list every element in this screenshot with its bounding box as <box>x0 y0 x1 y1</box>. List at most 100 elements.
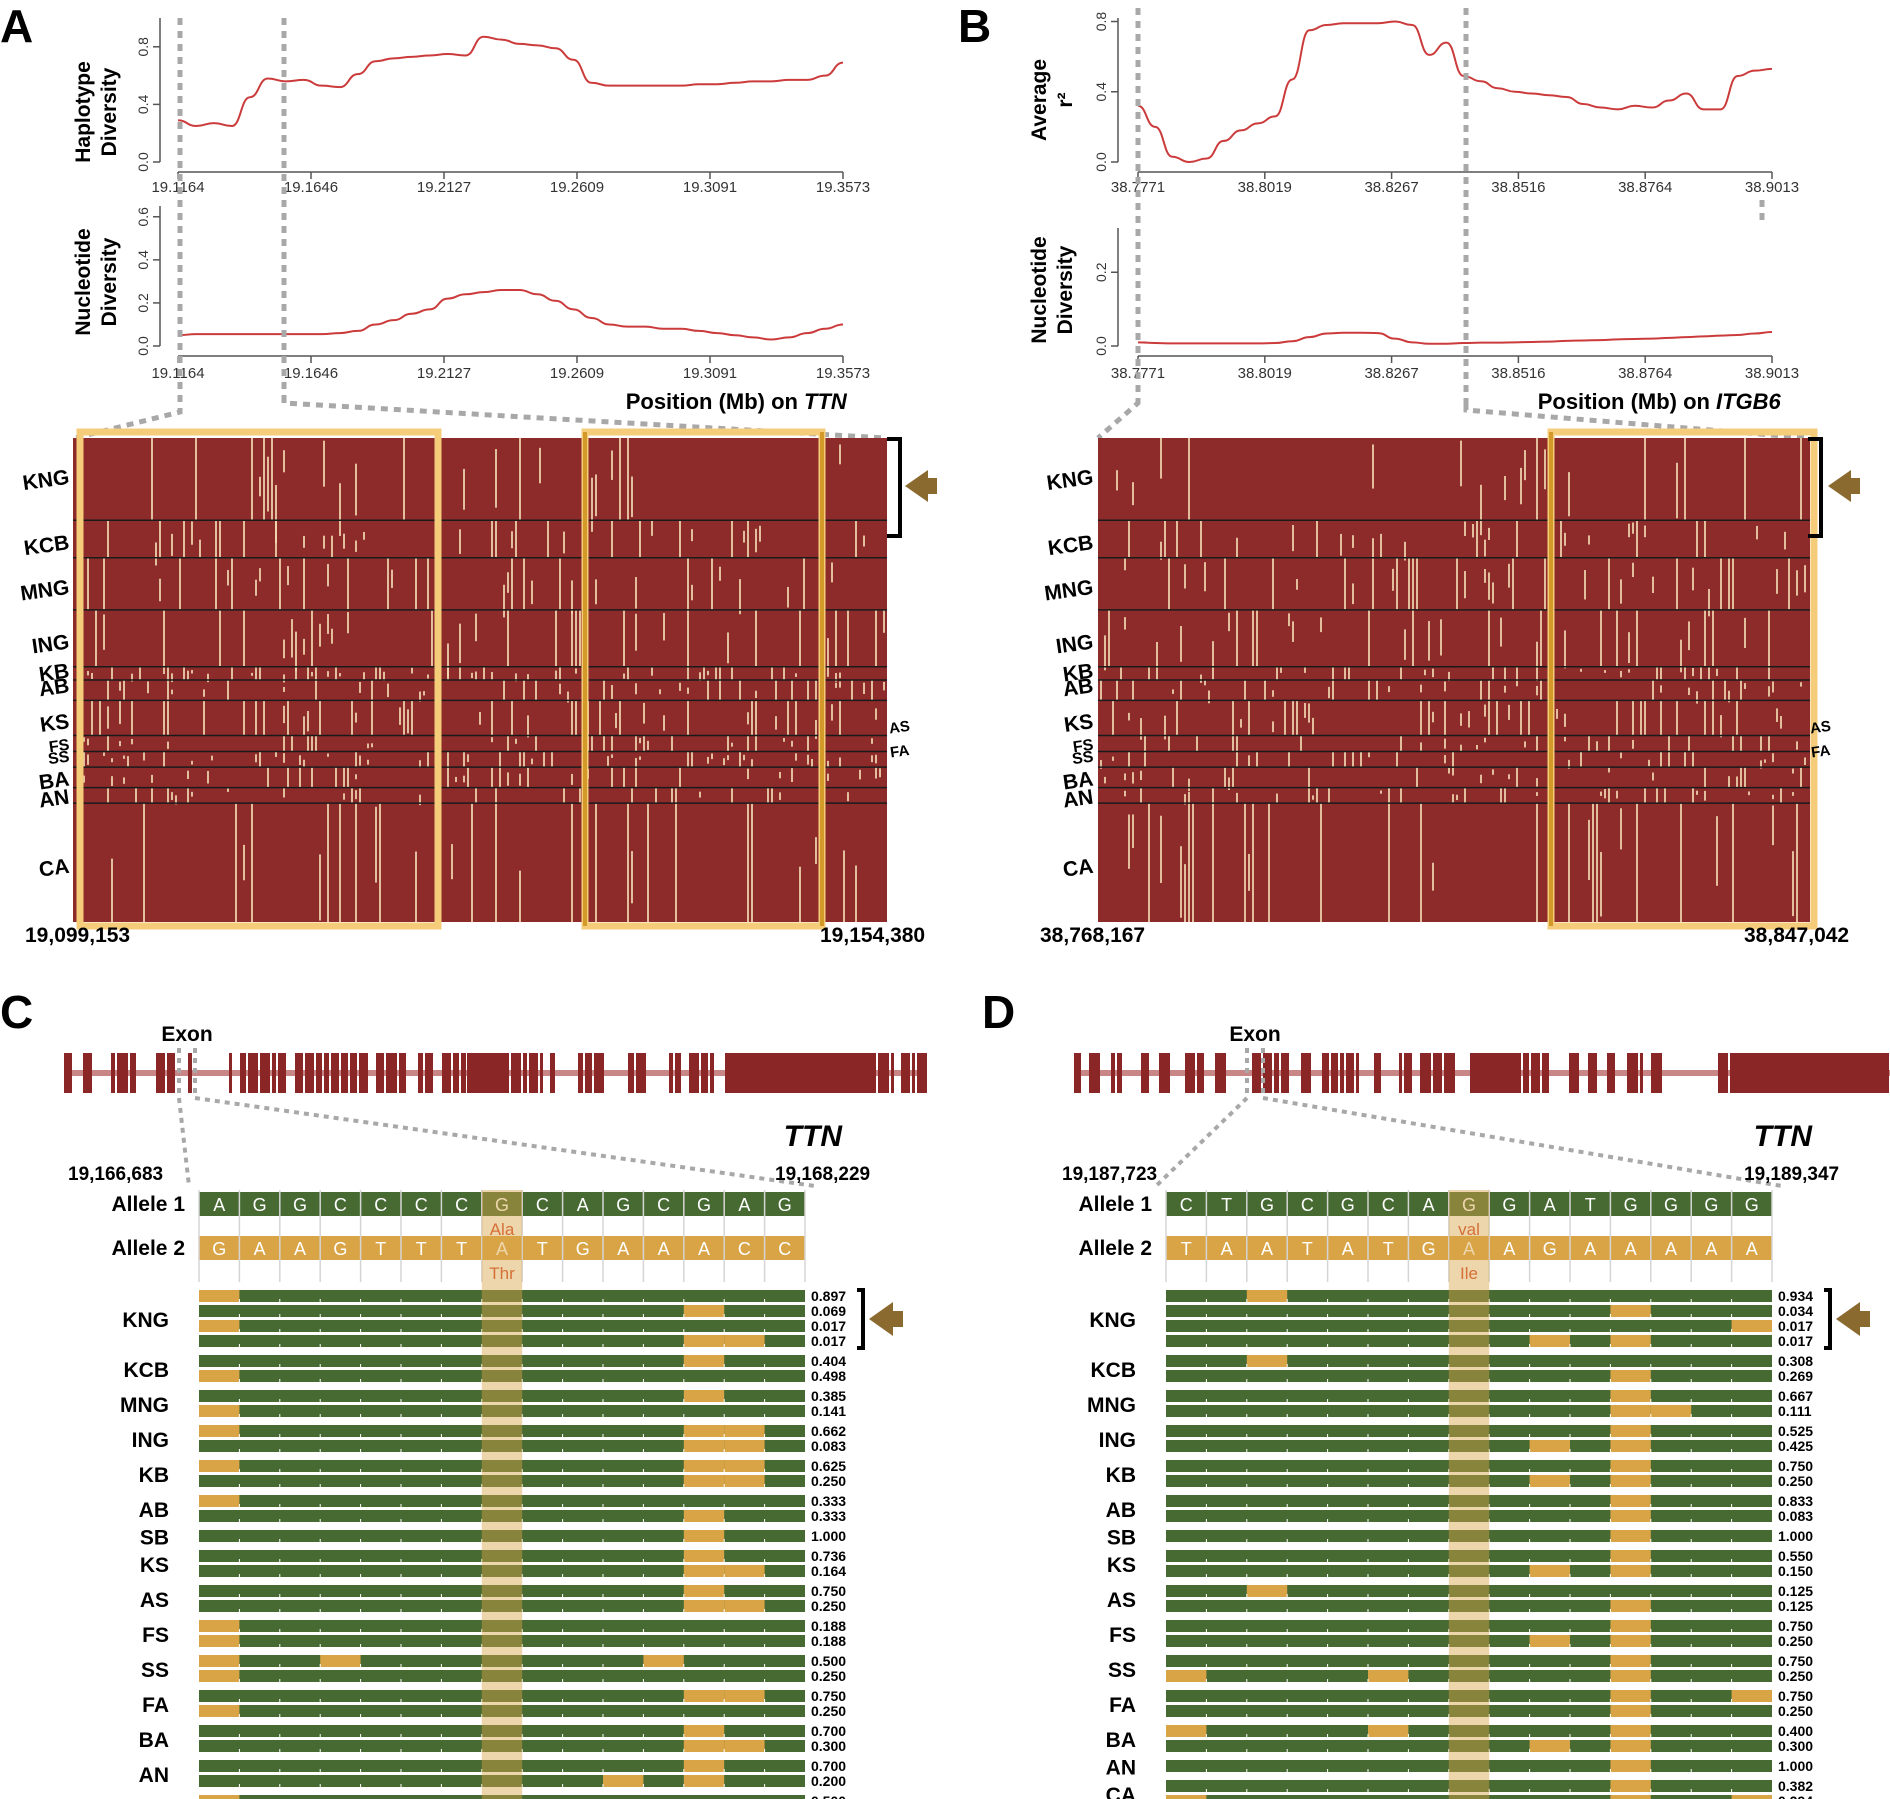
exon-block <box>1215 1053 1226 1093</box>
heatmap-stripe <box>1644 525 1646 538</box>
heatmap-stripe <box>1608 557 1610 610</box>
variant-cell <box>1529 1740 1570 1752</box>
heatmap-stripe <box>1360 751 1362 768</box>
heatmap-stripe <box>1632 739 1634 749</box>
haplotype-frequency: 0.300 <box>1778 1738 1813 1754</box>
heatmap-stripe <box>391 569 393 588</box>
heatmap-stripe <box>343 533 345 549</box>
exon-block <box>1111 1053 1115 1093</box>
heatmap-stripe <box>355 774 357 780</box>
heatmap-stripe <box>839 757 841 768</box>
heatmap-stripe <box>235 803 237 922</box>
heatmap-stripe <box>167 679 169 701</box>
heatmap-stripe <box>1516 767 1518 788</box>
variant-cell <box>1610 1530 1651 1542</box>
haplotype-frequency: 0.736 <box>811 1548 846 1564</box>
exon-block <box>324 1053 329 1093</box>
haplotype-frequency: 0.833 <box>1778 1493 1813 1509</box>
exon-block <box>1117 1053 1122 1093</box>
x-axis-gene: ITGB6 <box>1716 389 1782 414</box>
heatmap-stripe <box>1504 787 1506 804</box>
heatmap-stripe <box>1772 794 1774 800</box>
heatmap-stripe <box>771 666 773 680</box>
group-label: MNG <box>19 576 71 606</box>
haplotype-bar <box>199 1335 805 1347</box>
heatmap-stripe <box>839 444 841 465</box>
heatmap-stripe <box>1416 557 1418 610</box>
exon-block <box>540 1053 543 1093</box>
exon-block <box>1477 1053 1519 1093</box>
heatmap-stripe <box>1400 787 1402 804</box>
haplotype-frequency: 0.269 <box>1778 1368 1813 1384</box>
variant-cell <box>199 1705 240 1717</box>
haplotype-frequency: 0.400 <box>1778 1723 1813 1739</box>
heatmap-stripe <box>1792 792 1794 796</box>
heatmap-stripe <box>1296 700 1298 736</box>
heatmap-stripe <box>1488 527 1490 541</box>
heatmap-stripe <box>1276 666 1278 680</box>
heatmap-stripe <box>739 679 741 701</box>
heatmap-stripe <box>143 752 145 761</box>
variant-cell <box>1610 1795 1651 1799</box>
heatmap-stripe <box>807 679 809 701</box>
heatmap-stripe <box>883 681 885 691</box>
heatmap-stripe <box>507 572 509 593</box>
haplotype-frequency: 1.000 <box>811 1528 846 1544</box>
chart-b-nucleotide: Nucleotide Diversity Position (Mb) on IT… <box>1028 228 1799 414</box>
heatmap-stripe <box>295 666 297 680</box>
variant-cell <box>724 1335 765 1347</box>
exon-block <box>1089 1053 1100 1093</box>
heatmap-stripe <box>687 557 689 610</box>
heatmap-stripe <box>1480 484 1482 536</box>
heatmap-stripe <box>1684 751 1686 768</box>
population-label: SS <box>1108 1659 1136 1682</box>
heatmap-stripe <box>111 666 113 680</box>
heatmap-stripe <box>771 787 773 804</box>
heatmap-stripe <box>1404 629 1406 660</box>
x-tick-label: 19.3573 <box>816 365 870 382</box>
heatmap-stripe <box>731 787 733 804</box>
y-label-line-1: Nucleotide <box>72 228 95 335</box>
heatmap-stripe <box>1272 557 1274 610</box>
variant-cell <box>724 1460 765 1472</box>
haplotype-frequency: 0.250 <box>811 1473 846 1489</box>
heatmap-stripe <box>107 679 109 701</box>
heatmap-stripe <box>119 700 121 725</box>
heatmap-stripe <box>575 700 577 736</box>
population-label: FS <box>142 1624 169 1647</box>
heatmap-stripe <box>459 666 461 680</box>
heatmap-stripe <box>1744 617 1746 648</box>
population-label: ING <box>1099 1429 1136 1452</box>
exon-block <box>1274 1053 1279 1093</box>
heatmap-stripe <box>815 679 817 701</box>
population-label: KS <box>140 1554 169 1577</box>
heatmap-stripe <box>627 666 629 680</box>
heatmap-stripe <box>1352 751 1354 768</box>
x-tick-label: 19.3091 <box>683 179 737 196</box>
heatmap-stripe <box>283 705 285 724</box>
heatmap-stripe <box>727 755 729 761</box>
heatmap-stripe <box>1688 735 1690 752</box>
heatmap-stripe <box>559 683 561 695</box>
heatmap-stripe <box>875 754 877 764</box>
heatmap-stripe <box>1344 751 1346 768</box>
heatmap-stripe <box>1796 741 1798 750</box>
heatmap-stripe <box>1148 666 1150 680</box>
haplotype-bar <box>199 1355 805 1367</box>
group-label: KS <box>1063 710 1095 737</box>
heatmap-stripe <box>1332 666 1334 680</box>
heatmap-stripe <box>375 666 377 680</box>
heatmap-stripe <box>1500 617 1502 647</box>
heatmap-stripe <box>363 672 365 680</box>
heatmap-stripe <box>1616 700 1618 736</box>
allele1-base: A <box>738 1195 750 1215</box>
allele2-label: Allele 2 <box>1078 1237 1152 1260</box>
heatmap-stripe <box>635 735 637 752</box>
heatmap-stripe <box>1768 666 1770 680</box>
allele1-base: T <box>1221 1195 1232 1215</box>
exon-block <box>1322 1053 1329 1093</box>
haplotype-frequency: 0.750 <box>1778 1653 1813 1669</box>
heatmap-stripe <box>311 671 313 677</box>
y-axis: 0.0 0.2 <box>1093 228 1119 356</box>
heatmap-stripe <box>871 738 873 744</box>
